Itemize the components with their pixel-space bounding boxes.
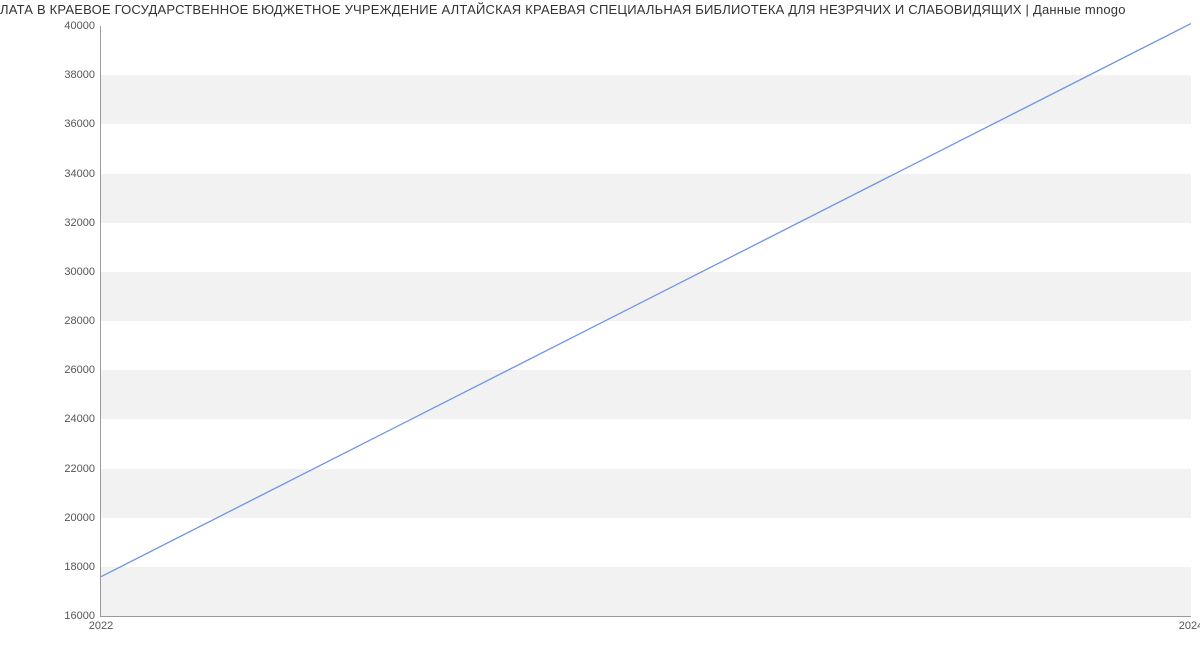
y-tick-label: 24000 [64,413,101,425]
chart-container: ЛАТА В КРАЕВОЕ ГОСУДАРСТВЕННОЕ БЮДЖЕТНОЕ… [0,0,1200,650]
x-tick-label: 2024 [1179,616,1200,632]
y-tick-label: 40000 [64,20,101,32]
y-tick-label: 38000 [64,69,101,81]
y-tick-label: 36000 [64,118,101,130]
y-tick-label: 28000 [64,315,101,327]
y-tick-label: 18000 [64,561,101,573]
y-tick-label: 32000 [64,217,101,229]
x-tick-label: 2022 [89,616,113,632]
y-tick-label: 34000 [64,168,101,180]
y-tick-label: 20000 [64,512,101,524]
chart-title: ЛАТА В КРАЕВОЕ ГОСУДАРСТВЕННОЕ БЮДЖЕТНОЕ… [0,2,1200,17]
y-tick-label: 30000 [64,266,101,278]
y-tick-label: 22000 [64,463,101,475]
line-layer [101,26,1191,616]
plot-area: 1600018000200002200024000260002800030000… [100,26,1191,617]
y-tick-label: 26000 [64,364,101,376]
series-line [101,24,1191,577]
